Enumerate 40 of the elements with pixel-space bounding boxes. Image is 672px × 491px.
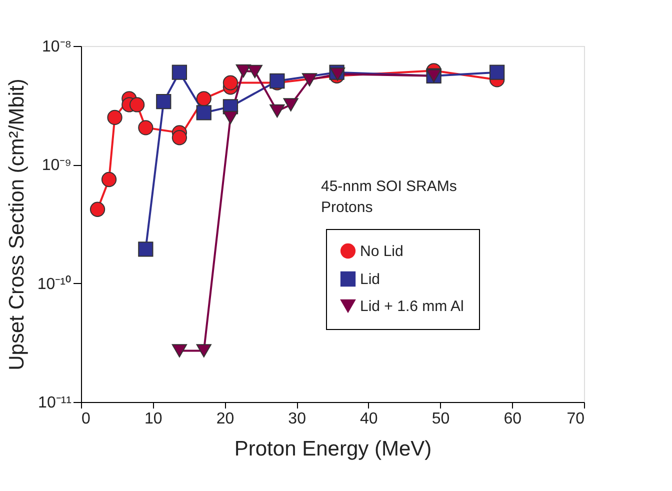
y-tick-label: 10⁻¹¹ (38, 394, 72, 412)
legend-label: No Lid (360, 243, 404, 260)
annotation: Protons (321, 199, 373, 216)
x-tick-label: 20 (216, 410, 234, 428)
point (270, 104, 285, 118)
point (90, 202, 106, 217)
x-tick-label: 70 (566, 410, 585, 428)
point (222, 110, 238, 124)
point (247, 64, 262, 78)
x-tick-label: 0 (82, 410, 90, 428)
point (101, 172, 117, 188)
point (138, 242, 154, 257)
y-axis-title: Upset Cross Section (cm²/Mbit) (5, 78, 28, 370)
point (196, 91, 212, 106)
legend-label: Lid (360, 271, 380, 288)
point (236, 64, 251, 78)
point (156, 94, 172, 110)
point (107, 110, 122, 125)
x-tick-label: 10 (144, 410, 162, 428)
point (489, 64, 505, 80)
y-tick-label: 10⁻⁹ (42, 157, 72, 174)
point (222, 75, 238, 90)
point (283, 98, 298, 112)
x-tick-label: 30 (288, 410, 306, 428)
y-tick-label: 10⁻¹⁰ (37, 274, 72, 293)
point (302, 73, 318, 86)
point (196, 344, 212, 358)
point (138, 120, 154, 136)
point (196, 105, 212, 120)
point (129, 97, 145, 112)
x-tick-label: 40 (360, 410, 378, 428)
point (172, 64, 188, 80)
annotation: 45-nnm SOI SRAMs (321, 178, 457, 195)
point (172, 344, 188, 358)
x-axis-title: Proton Energy (MeV) (234, 438, 432, 460)
point (172, 130, 188, 146)
y-tick-label: 10⁻⁸ (42, 38, 72, 56)
legend-label: Lid + 1.6 mm Al (360, 298, 464, 315)
x-tick-label: 60 (504, 410, 522, 428)
x-tick-label: 50 (432, 410, 450, 428)
